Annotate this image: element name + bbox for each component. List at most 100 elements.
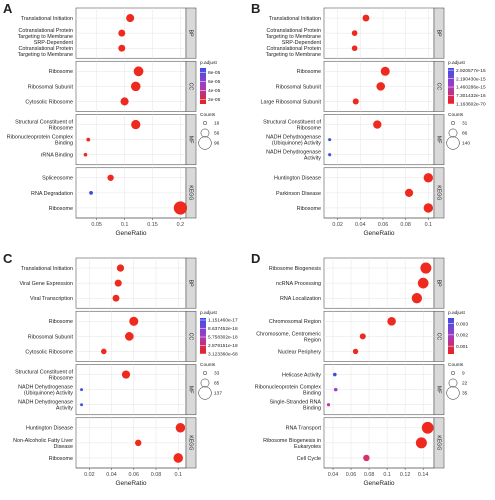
dot [125, 332, 134, 341]
term-label: RNA Transport [286, 426, 322, 432]
term-label: Ribosome [49, 69, 73, 75]
term-label: Ribosome [49, 319, 73, 325]
dot [423, 203, 434, 213]
panel-letter: D [251, 251, 260, 266]
colorbar-label: 5.758302e-18 [208, 335, 238, 341]
dot [126, 14, 135, 23]
term-label: Cell Cycle [297, 456, 321, 462]
dot [352, 348, 359, 355]
size-label: 16 [214, 121, 220, 127]
x-tick-label: 0.1 [425, 222, 433, 228]
x-tick-label: 0.06 [346, 472, 357, 478]
x-tick-label: 0.02 [332, 222, 343, 228]
colorbar-label: 0.001 [456, 344, 468, 350]
term-label: Cytosolic Ribosome [25, 349, 73, 355]
term-label: Nuclear Periphery [278, 349, 321, 355]
size-legend-title: Counts [200, 362, 216, 368]
term-label: Structural Constituent of Ribosome [263, 119, 321, 131]
size-key [202, 120, 208, 126]
dot [80, 403, 84, 407]
term-label: Viral Transcription [30, 296, 73, 302]
panel-letter: A [3, 1, 13, 16]
term-label: NADH Dehydrogenase Activity [266, 150, 321, 162]
term-label: RNA Localization [280, 296, 321, 302]
color-legend-title: p.adjust [200, 60, 217, 66]
term-label: Cytosolic Ribosome [25, 99, 73, 105]
colorbar-label: 1.163602e-70 [456, 102, 486, 108]
dot [83, 152, 88, 157]
dot [133, 66, 144, 77]
dot [328, 153, 332, 157]
facet-label: MF [188, 386, 194, 394]
facet-label: CC [188, 83, 194, 91]
dot [80, 388, 84, 392]
term-label: NADH Dehydrogenase (Ubiquinone) Activity [266, 135, 321, 147]
facet-label: KEGG [188, 185, 194, 200]
dot [175, 423, 186, 433]
dot [363, 454, 370, 462]
term-label: Ribosomal Subunit [28, 84, 74, 90]
size-legend-title: Counts [200, 112, 216, 118]
dot [333, 387, 338, 392]
term-label: Structural Constituent of Ribosome [15, 369, 73, 381]
size-key [446, 136, 460, 150]
x-axis-title: GeneRatio [115, 480, 146, 487]
facet-label: BP [188, 280, 194, 287]
size-label: 140 [462, 141, 470, 147]
color-legend-title: p.adjust [448, 60, 465, 66]
dot [411, 293, 423, 304]
size-label: 85 [214, 381, 220, 387]
dot [387, 317, 396, 326]
term-label: Helicase Activity [282, 372, 321, 378]
term-label: Ribosomal Subunit [276, 84, 322, 90]
panel-letter: B [251, 1, 260, 16]
term-label: Spliceosome [42, 176, 73, 182]
size-legend-title: Counts [448, 112, 464, 118]
dot [101, 348, 107, 355]
colorbar-label: 0.003 [456, 321, 468, 327]
facet-label: KEGG [436, 185, 442, 200]
dot [404, 188, 414, 197]
x-axis-title: GeneRatio [115, 230, 146, 237]
dot [118, 44, 126, 52]
x-tick-label: 0.05 [91, 222, 102, 228]
dot [380, 66, 390, 76]
size-key [448, 378, 458, 388]
x-tick-label: 0.12 [400, 472, 411, 478]
facet-label: MF [436, 386, 442, 394]
term-label: rRNA Binding [41, 153, 73, 159]
term-label: SRP-Dependent Cotranslational Protein Targ… [18, 40, 74, 58]
x-tick-label: 0.02 [84, 472, 95, 478]
colorbar-label: 1.151460e-17 [208, 318, 238, 324]
term-label: Translational Initiation [269, 16, 321, 22]
facet-label: CC [436, 333, 442, 341]
dot [89, 190, 93, 195]
term-label: ncRNA Processing [276, 281, 321, 287]
term-label: Chromosome, Centromeric Region [256, 331, 321, 343]
dot [333, 372, 337, 377]
x-tick-label: 0.04 [106, 472, 117, 478]
size-label: 22 [462, 381, 468, 387]
term-label: Viral Gene Expression [19, 281, 73, 287]
dot [328, 138, 332, 142]
term-label: Ribosome [297, 69, 321, 75]
dot [135, 439, 142, 447]
term-label: Non-Alcoholic Fatty Liver Disease [13, 438, 73, 450]
panel: A BP Translational Initiation Cotranslation… [3, 1, 221, 237]
colorbar-label: 7.301432e-16 [456, 93, 486, 99]
panel: C BP Translational Initiation Viral Gene Ex… [3, 251, 238, 487]
term-label: Ribosomal Subunit [28, 334, 74, 340]
dot [351, 45, 358, 52]
x-tick-label: 0.1 [121, 222, 129, 228]
term-label: Ribosome Biogenesis [269, 266, 321, 272]
size-key [446, 386, 460, 400]
size-key [450, 370, 456, 376]
dot [116, 264, 125, 272]
dot [173, 201, 188, 215]
x-tick-label: 0.06 [129, 472, 140, 478]
dot [120, 97, 129, 106]
size-label: 33 [214, 371, 220, 377]
term-label: Ribosome Biogenesis in Eukaryotes [263, 438, 321, 450]
term-label: NADH Dehydrogenase (Ubiquinone) Activity [18, 385, 73, 397]
